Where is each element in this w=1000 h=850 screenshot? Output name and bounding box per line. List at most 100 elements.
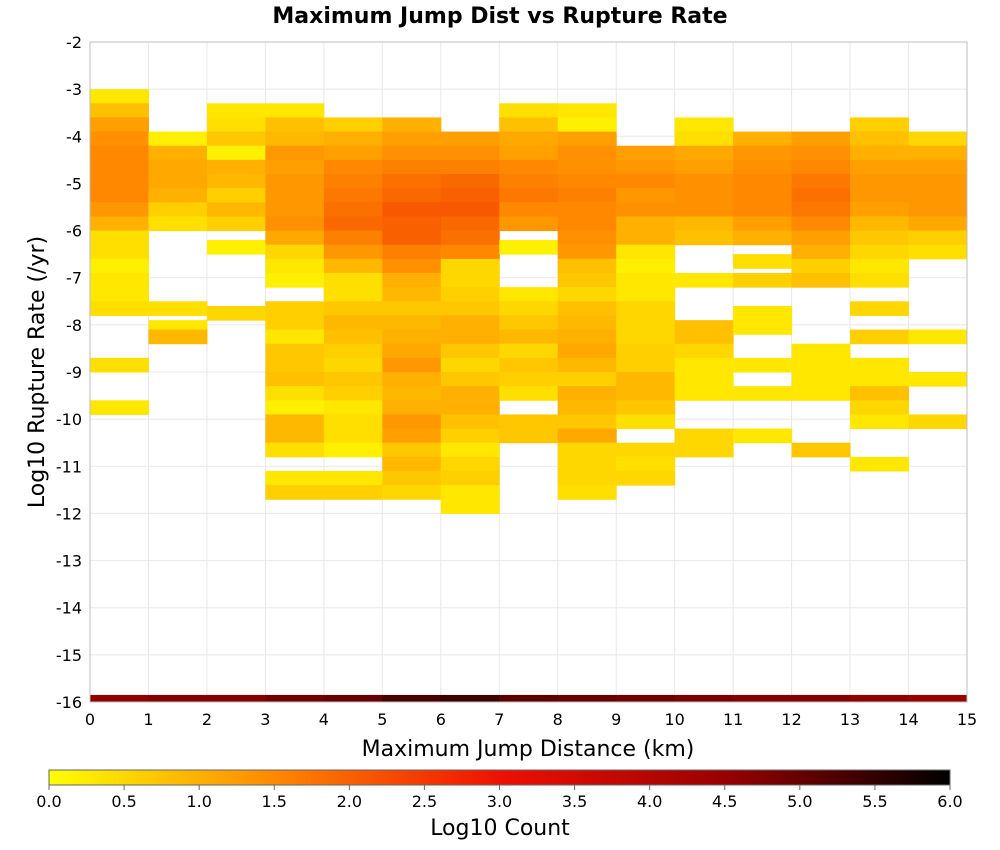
heatmap-cell [674, 428, 734, 444]
heatmap-cell [557, 471, 617, 486]
heatmap-cell [791, 188, 851, 203]
heatmap-cell [791, 159, 851, 175]
heatmap-cell [382, 485, 442, 500]
heatmap-cell [440, 202, 500, 217]
heatmap-cell [557, 694, 617, 702]
x-tick-label: 14 [898, 710, 918, 729]
heatmap-cell [148, 131, 208, 147]
heatmap-cell [674, 202, 734, 217]
heatmap-cell [908, 244, 968, 260]
x-tick-label: 1 [143, 710, 153, 729]
heatmap-cell [148, 159, 208, 175]
heatmap-cell [499, 343, 559, 359]
heatmap-cell [733, 202, 793, 217]
heatmap-cell [323, 131, 383, 147]
heatmap-cell [850, 357, 910, 373]
colorbar-tick-label: 0.0 [36, 792, 61, 811]
heatmap-cell [90, 159, 149, 175]
heatmap-cell [908, 202, 968, 217]
heatmap-cell [148, 694, 208, 702]
heatmap-cell [908, 131, 968, 147]
heatmap-cell [791, 244, 851, 260]
heatmap-cell [499, 357, 559, 373]
heatmap-cell [90, 244, 149, 260]
heatmap-cell [908, 230, 968, 246]
heatmap-cell [791, 357, 851, 373]
heatmap-cell [908, 188, 968, 203]
heatmap-cell [440, 357, 500, 373]
y-tick-label: -9 [66, 363, 82, 382]
y-tick-label: -14 [56, 599, 82, 618]
heatmap-cell [440, 273, 500, 288]
heatmap-cell [499, 145, 559, 161]
heatmap-cell [616, 159, 676, 175]
heatmap-cell [557, 428, 617, 444]
heatmap-cell [382, 372, 442, 387]
heatmap-cell [616, 258, 676, 274]
heatmap-cell [265, 188, 325, 203]
heatmap-cell [323, 244, 383, 260]
heatmap-cell [733, 216, 793, 232]
heatmap-cell [323, 202, 383, 217]
heatmap-cell [850, 456, 910, 472]
heatmap-cell [499, 174, 559, 189]
heatmap-cell [850, 414, 910, 430]
heatmap-cell [499, 131, 559, 147]
y-tick-label: -10 [56, 410, 82, 429]
heatmap-cell [148, 202, 208, 217]
heatmap-cell [908, 216, 968, 232]
colorbar-label: Log10 Count [430, 816, 570, 841]
heatmap-cell [440, 145, 500, 161]
heatmap-cell [499, 694, 559, 702]
heatmap-cell [674, 343, 734, 359]
heatmap-cell [323, 315, 383, 331]
heatmap-cell [265, 103, 325, 118]
heatmap-cell [616, 287, 676, 302]
heatmap-cell [616, 188, 676, 203]
heatmap-cell [499, 188, 559, 203]
colorbar-tick-label: 5.5 [862, 792, 887, 811]
heatmap-cell [440, 287, 500, 302]
heatmap-cell [265, 117, 325, 133]
heatmap-cell [265, 694, 325, 702]
x-tick-label: 4 [319, 710, 329, 729]
heatmap-cell [440, 230, 500, 246]
heatmap-cell [382, 315, 442, 331]
heatmap-cell [440, 131, 500, 147]
y-tick-label: -12 [56, 504, 82, 523]
heatmap-cell [850, 174, 910, 189]
heatmap-cell [323, 117, 383, 133]
heatmap-cells [90, 89, 968, 702]
heatmap-cell [90, 188, 149, 203]
heatmap-cell [616, 329, 676, 345]
heatmap-cell [791, 145, 851, 161]
heatmap-cell [674, 230, 734, 246]
heatmap-cell [850, 202, 910, 217]
heatmap-cell [440, 499, 500, 514]
colorbar-tick-label: 6.0 [937, 792, 962, 811]
plot-border [89, 41, 968, 703]
heatmap-cell [557, 145, 617, 161]
x-axis-ticks: 0 1 2 3 4 5 6 7 8 9 10 11 12 13 14 15 [85, 710, 977, 729]
heatmap-cell [791, 273, 851, 288]
colorbar-tick-label: 4.5 [712, 792, 737, 811]
heatmap-cell [557, 159, 617, 175]
heatmap-cell [850, 372, 910, 387]
x-tick-label: 10 [664, 710, 684, 729]
heatmap-cell [323, 485, 383, 500]
heatmap-cell [557, 372, 617, 387]
heatmap-cell [850, 258, 910, 274]
heatmap-cell [440, 400, 500, 415]
heatmap-cell [791, 258, 851, 274]
heatmap-cell [850, 386, 910, 401]
heatmap-cell [440, 386, 500, 401]
heatmap-cell [206, 131, 266, 147]
heatmap-cell [616, 230, 676, 246]
heatmap-cell [265, 400, 325, 415]
heatmap-cell [265, 159, 325, 175]
heatmap-cell [90, 301, 149, 316]
heatmap-cell [674, 117, 734, 133]
heatmap-cell [674, 188, 734, 203]
y-tick-label: -8 [66, 316, 82, 335]
heatmap-cell [616, 174, 676, 189]
